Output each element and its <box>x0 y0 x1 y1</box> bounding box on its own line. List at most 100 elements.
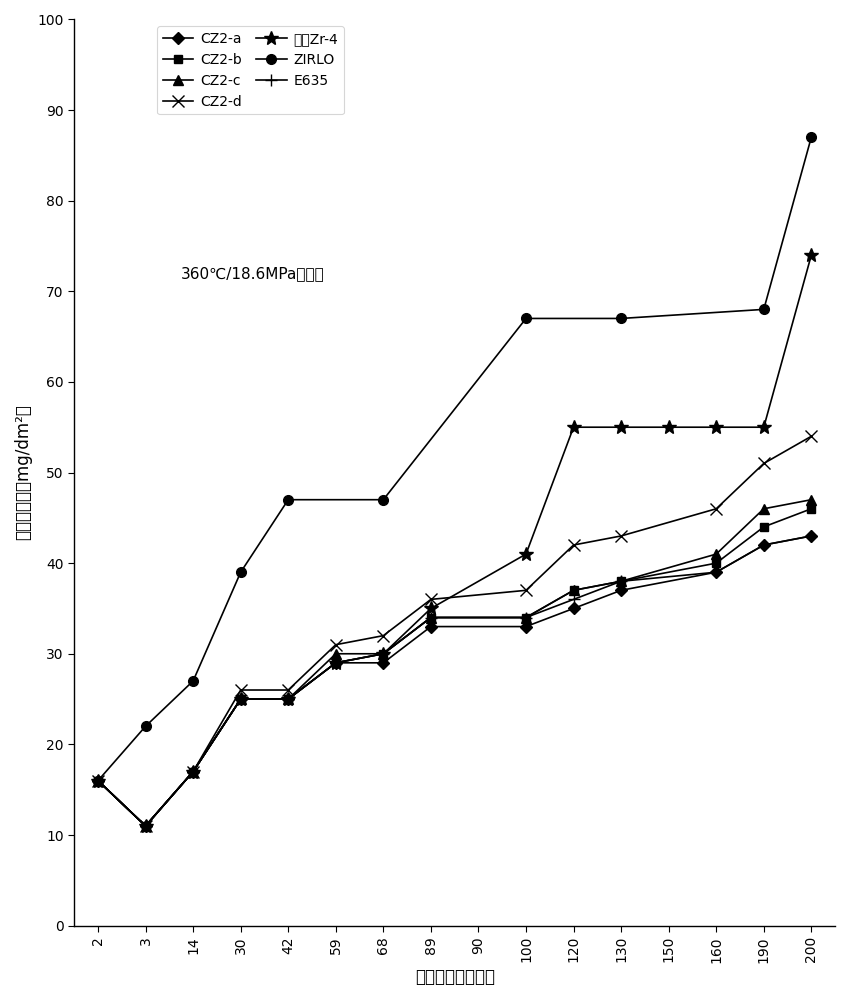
CZ2-c <box>426 612 436 624</box>
CZ2-d <box>569 539 579 551</box>
CZ2-b <box>426 612 436 624</box>
低锡Zr-4 <box>426 602 436 614</box>
CZ2-a <box>188 766 198 778</box>
ZIRLO <box>616 312 627 324</box>
E635 <box>188 766 198 778</box>
X-axis label: 腥蚀时间／（天）: 腥蚀时间／（天） <box>414 968 495 986</box>
Y-axis label: 腥蚀增重／（mg/dm²）: 腥蚀增重／（mg/dm²） <box>14 405 32 540</box>
CZ2-c <box>759 503 769 515</box>
E635 <box>379 648 389 660</box>
CZ2-a <box>283 693 293 705</box>
CZ2-b <box>283 693 293 705</box>
低锡Zr-4 <box>711 421 722 433</box>
E635 <box>711 566 722 578</box>
低锡Zr-4 <box>283 693 293 705</box>
低锡Zr-4 <box>140 820 150 832</box>
CZ2-d <box>188 766 198 778</box>
ZIRLO <box>521 312 531 324</box>
E635 <box>331 657 341 669</box>
CZ2-c <box>331 648 341 660</box>
CZ2-a <box>426 621 436 633</box>
Line: E635: E635 <box>92 530 818 832</box>
CZ2-c <box>569 584 579 596</box>
Line: 低锡Zr-4: 低锡Zr-4 <box>91 248 818 833</box>
低锡Zr-4 <box>521 548 531 560</box>
CZ2-a <box>331 657 341 669</box>
Line: CZ2-a: CZ2-a <box>94 532 816 830</box>
ZIRLO <box>759 303 769 315</box>
CZ2-d <box>521 584 531 596</box>
CZ2-b <box>331 657 341 669</box>
ZIRLO <box>140 720 150 732</box>
CZ2-c <box>711 548 722 560</box>
CZ2-d <box>711 503 722 515</box>
Text: 360℃/18.6MPa，纯水: 360℃/18.6MPa，纯水 <box>181 266 324 281</box>
E635 <box>426 612 436 624</box>
低锡Zr-4 <box>379 648 389 660</box>
CZ2-d <box>616 530 627 542</box>
CZ2-d <box>807 430 817 442</box>
CZ2-a <box>93 775 103 787</box>
CZ2-b <box>140 820 150 832</box>
CZ2-b <box>759 521 769 533</box>
低锡Zr-4 <box>331 657 341 669</box>
CZ2-a <box>759 539 769 551</box>
Legend: CZ2-a, CZ2-b, CZ2-c, CZ2-d, 低锡Zr-4, ZIRLO, E635: CZ2-a, CZ2-b, CZ2-c, CZ2-d, 低锡Zr-4, ZIRL… <box>157 26 344 114</box>
CZ2-d <box>379 630 389 642</box>
CZ2-d <box>759 457 769 469</box>
低锡Zr-4 <box>235 693 245 705</box>
CZ2-d <box>426 593 436 605</box>
CZ2-d <box>235 684 245 696</box>
E635 <box>140 820 150 832</box>
E635 <box>521 612 531 624</box>
ZIRLO <box>93 775 103 787</box>
E635 <box>807 530 817 542</box>
低锡Zr-4 <box>616 421 627 433</box>
低锡Zr-4 <box>664 421 674 433</box>
CZ2-c <box>807 494 817 506</box>
E635 <box>759 539 769 551</box>
CZ2-c <box>283 693 293 705</box>
CZ2-b <box>616 575 627 587</box>
ZIRLO <box>807 131 817 143</box>
低锡Zr-4 <box>569 421 579 433</box>
CZ2-d <box>93 775 103 787</box>
E635 <box>569 593 579 605</box>
ZIRLO <box>235 566 245 578</box>
CZ2-c <box>140 820 150 832</box>
CZ2-a <box>569 602 579 614</box>
低锡Zr-4 <box>759 421 769 433</box>
低锡Zr-4 <box>807 249 817 261</box>
E635 <box>235 693 245 705</box>
CZ2-c <box>521 612 531 624</box>
CZ2-b <box>379 648 389 660</box>
Line: CZ2-b: CZ2-b <box>94 505 816 830</box>
CZ2-d <box>140 820 150 832</box>
CZ2-a <box>140 820 150 832</box>
CZ2-b <box>711 557 722 569</box>
低锡Zr-4 <box>93 775 103 787</box>
E635 <box>283 693 293 705</box>
CZ2-b <box>569 584 579 596</box>
CZ2-a <box>711 566 722 578</box>
CZ2-c <box>616 575 627 587</box>
CZ2-a <box>807 530 817 542</box>
CZ2-d <box>283 684 293 696</box>
CZ2-c <box>93 775 103 787</box>
低锡Zr-4 <box>188 766 198 778</box>
CZ2-c <box>379 648 389 660</box>
CZ2-d <box>331 639 341 651</box>
Line: ZIRLO: ZIRLO <box>93 132 816 786</box>
CZ2-b <box>807 503 817 515</box>
CZ2-a <box>616 584 627 596</box>
E635 <box>93 775 103 787</box>
CZ2-a <box>235 693 245 705</box>
CZ2-c <box>188 766 198 778</box>
CZ2-b <box>93 775 103 787</box>
CZ2-b <box>521 612 531 624</box>
CZ2-a <box>521 621 531 633</box>
CZ2-b <box>235 693 245 705</box>
E635 <box>616 575 627 587</box>
CZ2-a <box>379 657 389 669</box>
ZIRLO <box>188 675 198 687</box>
